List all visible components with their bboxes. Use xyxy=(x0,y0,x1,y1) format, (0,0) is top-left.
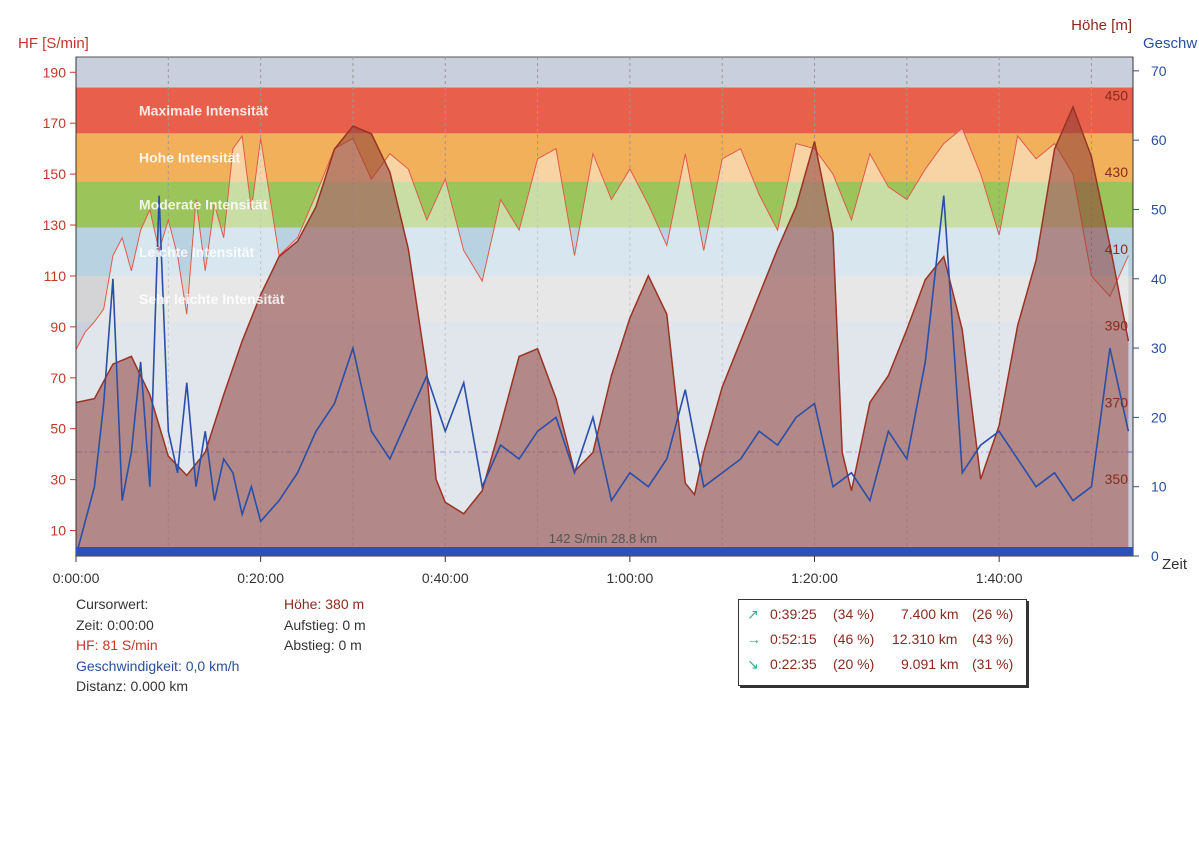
hf-axis-title: HF [S/min] xyxy=(18,35,89,52)
zone-label: Hohe Intensität xyxy=(139,150,240,166)
hf-tick-label: 30 xyxy=(50,472,66,488)
hf-tick-label: 50 xyxy=(50,421,66,437)
arrow-up-icon: ↗ xyxy=(747,606,759,622)
hf-tick-label: 10 xyxy=(50,523,66,539)
elevation-tick-label: 410 xyxy=(1105,241,1129,257)
cursor-distance: Distanz: 0.000 km xyxy=(76,678,189,694)
x-tick-label: 0:40:00 xyxy=(422,570,469,586)
descent-time-pct: (20 %) xyxy=(833,656,875,672)
elevation-area xyxy=(76,106,1129,557)
elevation-tick-label: 430 xyxy=(1105,164,1129,180)
x-tick-label: 1:40:00 xyxy=(976,570,1023,586)
cursor-elevation: Höhe: 380 m xyxy=(284,596,365,612)
speed-tick-label: 60 xyxy=(1151,132,1167,148)
flat-time-pct: (46 %) xyxy=(833,631,875,647)
climb-distance: 7.400 km xyxy=(901,606,959,622)
speed-tick-label: 10 xyxy=(1151,479,1167,495)
hf-tick-label: 150 xyxy=(43,166,67,182)
speed-axis-title: Geschw xyxy=(1143,35,1197,52)
climb-row-up: ↗ 0:39:25 (34 %) 7.400 km (26 %) xyxy=(739,606,1026,626)
climb-row-down: ↘ 0:22:35 (20 %) 9.091 km (31 %) xyxy=(739,656,1026,676)
climb-time: 0:39:25 xyxy=(770,606,817,622)
hf-line xyxy=(75,127,1129,351)
speed-tick-label: 70 xyxy=(1151,63,1167,79)
speed-tick-label: 0 xyxy=(1151,548,1159,564)
zone-band xyxy=(76,87,1133,134)
zone-label: Maximale Intensität xyxy=(139,102,268,118)
x-tick-label: 0:00:00 xyxy=(53,570,100,586)
cursor-ascent: Aufstieg: 0 m xyxy=(284,616,366,633)
flat-dist-pct: (43 %) xyxy=(972,631,1014,647)
zone-label: Moderate Intensität xyxy=(139,197,268,213)
elevation-tick-label: 370 xyxy=(1105,394,1129,410)
elevation-axis-title: Höhe [m] xyxy=(1071,17,1132,34)
speed-tick-label: 30 xyxy=(1151,340,1167,356)
hf-tick-label: 130 xyxy=(43,217,67,233)
speed-tick-label: 50 xyxy=(1151,201,1167,217)
cursor-info-right: Höhe: 380 m Aufstieg: 0 m Abstieg: 0 m xyxy=(284,594,366,656)
hf-tick-label: 90 xyxy=(50,319,66,335)
hf-tick-label: 170 xyxy=(43,115,67,131)
cursor-heading: Cursorwert: xyxy=(76,596,149,612)
cursor-descent: Abstieg: 0 m xyxy=(284,637,362,653)
hf-tick-label: 70 xyxy=(50,370,66,386)
cursor-time: Zeit: 0:00:00 xyxy=(76,616,154,633)
footer-label: 142 S/min 28.8 km xyxy=(549,531,657,546)
x-tick-label: 1:20:00 xyxy=(791,570,838,586)
climb-row-flat: → 0:52:15 (46 %) 12.310 km (43 %) xyxy=(739,631,1026,651)
elevation-tick-label: 390 xyxy=(1105,318,1129,334)
cursor-hf: HF: 81 S/min xyxy=(76,637,158,653)
zone-label: Sehr leichte Intensität xyxy=(139,291,285,307)
speed-tick-label: 20 xyxy=(1151,409,1167,425)
arrow-right-icon: → xyxy=(747,631,761,647)
zone-band xyxy=(76,133,1133,182)
hf-tick-label: 190 xyxy=(43,64,67,80)
elevation-tick-label: 450 xyxy=(1105,87,1129,103)
cursor-speed: Geschwindigkeit: 0,0 km/h xyxy=(76,657,240,674)
cursor-info-left: Cursorwert: Zeit: 0:00:00 HF: 81 S/min G… xyxy=(76,594,239,697)
speed-tick-label: 40 xyxy=(1151,271,1167,287)
descent-time: 0:22:35 xyxy=(770,656,817,672)
x-axis-title: Zeit xyxy=(1162,556,1188,573)
speed-line xyxy=(75,195,1130,557)
climb-dist-pct: (26 %) xyxy=(972,606,1014,622)
zone-label: Leichte Intensität xyxy=(139,244,254,260)
zone-band xyxy=(76,227,1133,276)
descent-distance: 9.091 km xyxy=(901,656,959,672)
hf-tick-label: 110 xyxy=(44,268,67,284)
arrow-down-icon: ↘ xyxy=(747,656,759,672)
flat-distance: 12.310 km xyxy=(892,631,958,647)
climb-time-pct: (34 %) xyxy=(833,606,875,622)
x-tick-label: 1:00:00 xyxy=(607,570,654,586)
elevation-tick-label: 350 xyxy=(1105,471,1129,487)
distance-bar xyxy=(76,547,1133,556)
flat-time: 0:52:15 xyxy=(770,631,817,647)
x-tick-label: 0:20:00 xyxy=(237,570,284,586)
descent-dist-pct: (31 %) xyxy=(972,656,1014,672)
elevation-line xyxy=(75,104,1130,515)
climb-summary-box: ↗ 0:39:25 (34 %) 7.400 km (26 %) → 0:52:… xyxy=(738,599,1027,686)
